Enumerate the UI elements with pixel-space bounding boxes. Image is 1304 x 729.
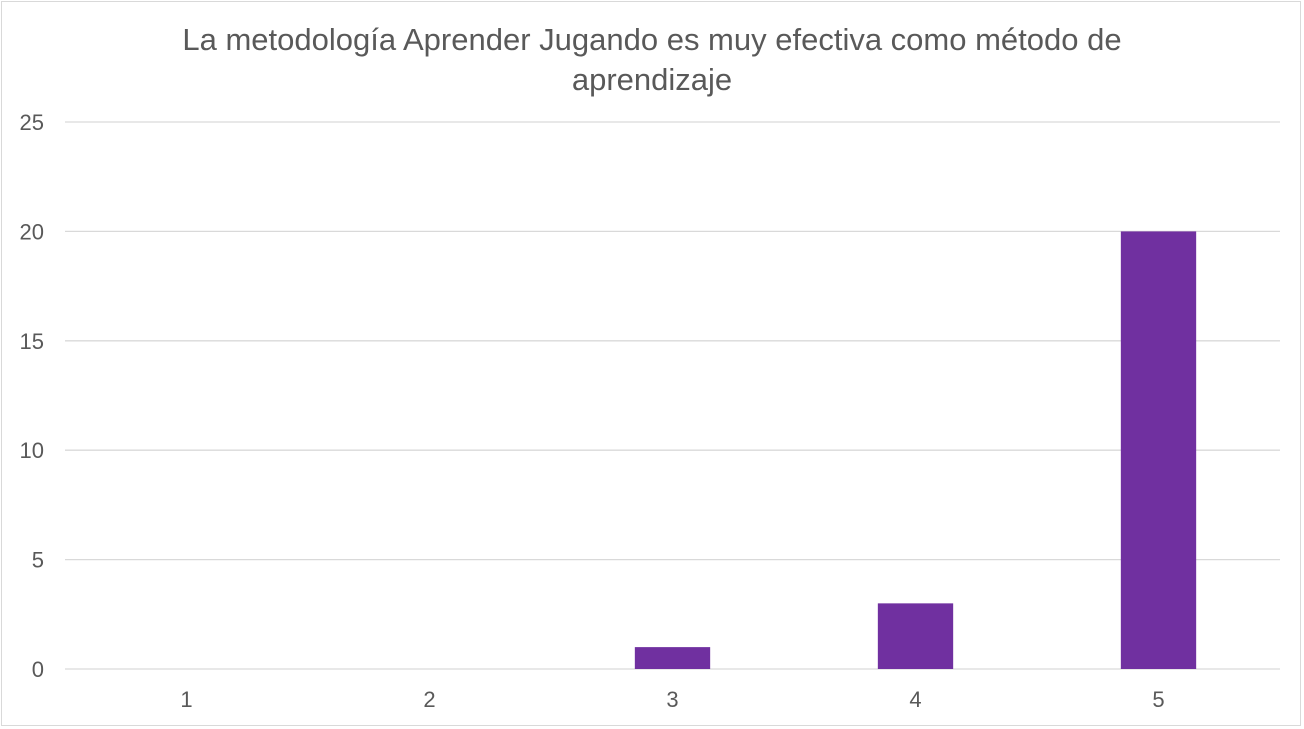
x-axis-ticks: 1 2 3 4 5 [180, 687, 1164, 712]
bar-4 [877, 603, 954, 669]
bar-3 [634, 647, 711, 669]
x-tick-label: 5 [1152, 687, 1164, 712]
x-tick-label: 3 [666, 687, 678, 712]
y-tick-label: 0 [32, 657, 44, 682]
x-tick-label: 1 [180, 687, 192, 712]
y-tick-label: 20 [20, 219, 44, 244]
x-tick-label: 2 [423, 687, 435, 712]
y-tick-label: 10 [20, 438, 44, 463]
y-axis-ticks: 0 5 10 15 20 25 [20, 110, 44, 682]
bar-5 [1120, 231, 1197, 669]
y-tick-label: 25 [20, 110, 44, 135]
gridlines [65, 121, 1280, 670]
y-tick-label: 5 [32, 548, 44, 573]
x-tick-label: 4 [909, 687, 921, 712]
y-tick-label: 15 [20, 329, 44, 354]
bars [634, 231, 1197, 669]
chart-title: La metodología Aprender Jugando es muy e… [182, 22, 1122, 97]
